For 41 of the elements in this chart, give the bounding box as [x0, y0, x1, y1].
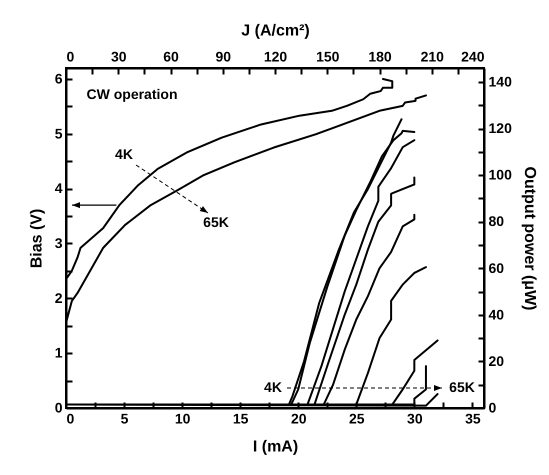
x-tick-label: 25	[348, 410, 365, 426]
x2-tick-label: 120	[264, 48, 288, 64]
x2-tick-label: 150	[316, 48, 340, 64]
annotation: 4K	[115, 146, 133, 162]
x2-tick-label: 90	[215, 48, 232, 64]
x2-tick-label: 30	[110, 48, 127, 64]
y-axis-title: Bias (V)	[28, 208, 46, 268]
annotation: CW operation	[86, 86, 178, 102]
x-axis-title: I (mA)	[252, 438, 298, 456]
x2-tick-label: 60	[163, 48, 179, 64]
y2-tick-label: 120	[488, 120, 512, 136]
x-tick-label: 30	[407, 410, 423, 426]
y2-tick-label: 100	[488, 166, 512, 183]
x-tick-label: 0	[66, 410, 74, 426]
y2-tick-label: 60	[488, 260, 504, 276]
y-tick-label: 0	[54, 400, 63, 416]
x2-tick-label: 210	[420, 48, 444, 64]
x-tick-label: 10	[174, 410, 191, 426]
y2-axis-title: Output power (μW)	[520, 166, 538, 310]
x-tick-label: 5	[120, 410, 129, 426]
x2-tick-label: 240	[461, 48, 485, 64]
annotation: 65K	[203, 214, 229, 230]
x2-tick-label: 0	[66, 48, 74, 64]
y-tick-label: 5	[54, 125, 63, 142]
x2-axis-title: J (A/cm²)	[241, 22, 310, 40]
y-tick-label: 2	[54, 290, 63, 306]
y-tick-label: 1	[54, 344, 63, 361]
y2-tick-label: 140	[488, 73, 512, 90]
x2-tick-label: 180	[368, 48, 392, 64]
annotation: 4K	[264, 379, 282, 395]
annotation: 65K	[449, 379, 475, 395]
y-tick-label: 4	[54, 180, 63, 196]
y2-tick-label: 20	[488, 352, 504, 369]
y-tick-label: 6	[54, 70, 63, 86]
y2-tick-label: 80	[488, 213, 504, 230]
x-tick-label: 20	[290, 410, 307, 426]
x-tick-label: 35	[465, 410, 481, 426]
y2-tick-label: 40	[488, 306, 504, 322]
y2-tick-label: 0	[488, 400, 496, 416]
x-tick-label: 15	[232, 410, 249, 426]
y-tick-label: 3	[54, 234, 63, 251]
